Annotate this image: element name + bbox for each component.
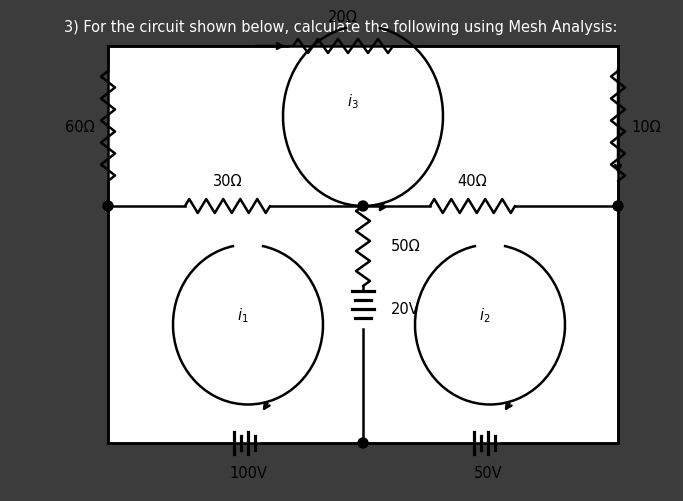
Text: 20V: 20V (391, 302, 420, 317)
Text: 40Ω: 40Ω (458, 174, 487, 188)
Circle shape (358, 201, 368, 211)
Text: 100V: 100V (229, 465, 267, 480)
Bar (108, 47, 618, 443)
Circle shape (613, 201, 623, 211)
Text: $i_2$: $i_2$ (479, 306, 490, 324)
Text: 30Ω: 30Ω (212, 174, 242, 188)
Circle shape (358, 438, 368, 448)
Text: 60Ω: 60Ω (65, 119, 95, 134)
Text: 50V: 50V (474, 465, 502, 480)
Text: $i_3$: $i_3$ (347, 93, 359, 111)
Text: 50Ω: 50Ω (391, 239, 421, 254)
Text: 20Ω: 20Ω (328, 10, 358, 25)
Circle shape (103, 201, 113, 211)
Text: $i_1$: $i_1$ (237, 306, 249, 324)
Text: 3) For the circuit shown below, calculate the following using Mesh Analysis:: 3) For the circuit shown below, calculat… (64, 20, 617, 35)
Text: 10Ω: 10Ω (631, 119, 661, 134)
